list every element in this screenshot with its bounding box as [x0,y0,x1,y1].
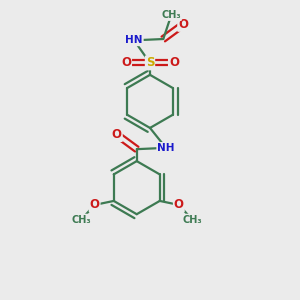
Text: CH₃: CH₃ [182,214,202,224]
Text: NH: NH [157,143,175,153]
Text: O: O [90,198,100,212]
Text: O: O [178,18,188,31]
Text: O: O [121,56,131,69]
Text: HN: HN [125,35,143,45]
Text: CH₃: CH₃ [161,10,181,20]
Text: O: O [112,128,122,141]
Text: S: S [146,56,154,69]
Text: O: O [174,198,184,212]
Text: O: O [169,56,179,69]
Text: CH₃: CH₃ [71,214,91,224]
